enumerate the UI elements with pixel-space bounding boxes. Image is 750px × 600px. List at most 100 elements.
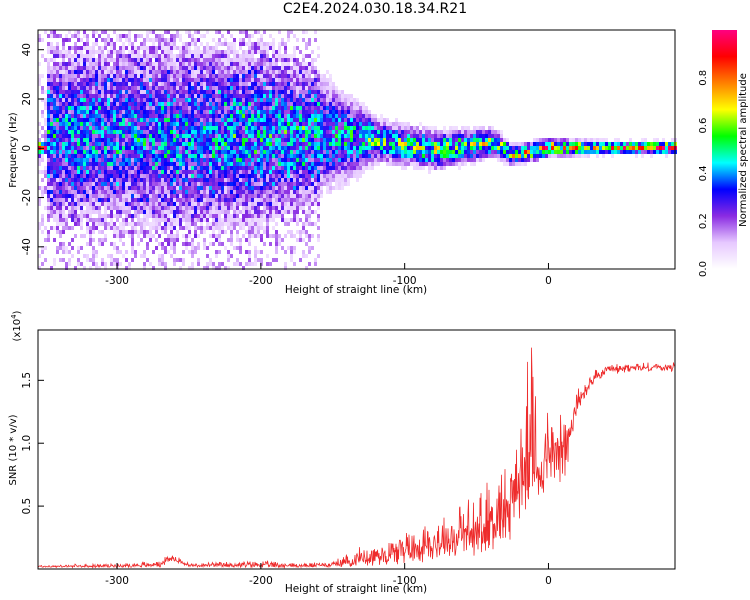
spectrogram-cell	[62, 206, 65, 210]
spectrogram-cell	[95, 94, 98, 98]
spectrogram-cell	[113, 130, 116, 134]
spectrogram-cell	[50, 134, 53, 138]
spectrogram-cell	[206, 110, 209, 114]
spectrogram-cell	[335, 130, 338, 134]
spectrogram-cell	[251, 54, 254, 58]
spectrogram-cell	[146, 34, 149, 38]
spectrogram-cell	[188, 106, 191, 110]
spectrogram-cell	[158, 102, 161, 106]
spectrogram-cell	[224, 198, 227, 202]
spectrogram-cell	[152, 150, 155, 154]
spectrogram-cell	[212, 130, 215, 134]
spectrogram-cell	[206, 210, 209, 214]
spectrogram-cell	[122, 254, 125, 258]
spectrogram-cell	[179, 162, 182, 166]
spectrogram-cell	[50, 66, 53, 70]
spectrogram-cell	[167, 106, 170, 110]
spectrogram-cell	[53, 158, 56, 162]
spectrogram-cell	[113, 146, 116, 150]
spectrogram-cell	[245, 42, 248, 46]
spectrogram-cell	[113, 82, 116, 86]
spectrogram-cell	[44, 166, 47, 170]
spectrogram-cell	[266, 130, 269, 134]
spectrogram-cell	[131, 158, 134, 162]
spectrogram-cell	[116, 230, 119, 234]
spectrogram-cell	[104, 262, 107, 266]
spectrogram-cell	[119, 262, 122, 266]
spectrogram-cell	[179, 54, 182, 58]
spectrogram-cell	[185, 174, 188, 178]
spectrogram-cell	[95, 178, 98, 182]
spectrogram-cell	[134, 106, 137, 110]
spectrogram-cell	[350, 130, 353, 134]
spectrogram-cell	[71, 130, 74, 134]
spectrogram-cell	[200, 138, 203, 142]
spectrogram-cell	[296, 174, 299, 178]
spectrogram-cell	[56, 122, 59, 126]
spectrogram-cell	[248, 158, 251, 162]
spectrogram-cell	[230, 42, 233, 46]
spectrogram-cell	[125, 134, 128, 138]
spectrogram-cell	[257, 166, 260, 170]
spectrogram-cell	[257, 142, 260, 146]
spectrogram-cell	[344, 174, 347, 178]
spectrogram-cell	[248, 198, 251, 202]
spectrogram-cell	[230, 46, 233, 50]
spectrogram-cell	[119, 178, 122, 182]
spectrogram-cell	[83, 174, 86, 178]
spectrogram-cell	[278, 150, 281, 154]
spectrogram-cell	[305, 90, 308, 94]
spectrogram-cell	[137, 90, 140, 94]
spectrogram-cell	[119, 86, 122, 90]
spectrogram-cell	[275, 210, 278, 214]
spectrogram-cell	[257, 222, 260, 226]
spectrogram-cell	[155, 178, 158, 182]
spectrogram-cell	[50, 78, 53, 82]
spectrogram-cell	[146, 174, 149, 178]
spectrogram-cell	[224, 150, 227, 154]
spectrogram-cell	[128, 90, 131, 94]
spectrogram-cell	[113, 70, 116, 74]
spectrogram-cell	[260, 202, 263, 206]
spectrogram-cell	[263, 62, 266, 66]
spectrogram-cell	[95, 186, 98, 190]
spectrogram-cell	[227, 82, 230, 86]
spectrogram-cell	[269, 178, 272, 182]
spectrogram-cell	[113, 62, 116, 66]
spectrogram-cell	[191, 238, 194, 242]
spectrogram-cell	[107, 86, 110, 90]
spectrogram-cell	[185, 114, 188, 118]
spectrogram-cell	[65, 178, 68, 182]
spectrogram-cell	[68, 146, 71, 150]
spectrogram-cell	[233, 214, 236, 218]
spectrogram-cell	[89, 86, 92, 90]
spectrogram-cell	[173, 110, 176, 114]
spectrogram-cell	[218, 146, 221, 150]
spectrogram-cell	[158, 258, 161, 262]
spectrogram-cell	[314, 166, 317, 170]
spectrogram-cell	[134, 102, 137, 106]
spectrogram-cell	[68, 30, 71, 34]
spectrogram-cell	[287, 202, 290, 206]
spectrogram-cell	[167, 214, 170, 218]
spectrogram-cell	[86, 46, 89, 50]
spectrogram-cell	[275, 78, 278, 82]
spectrogram-cell	[248, 154, 251, 158]
spectrogram-cell	[245, 54, 248, 58]
spectrogram-cell	[185, 210, 188, 214]
spectrogram-cell	[185, 146, 188, 150]
spectrogram-cell	[347, 158, 350, 162]
spectrogram-cell	[236, 90, 239, 94]
spectrogram-cell	[353, 114, 356, 118]
spectrogram-cell	[137, 242, 140, 246]
spectrogram-cell	[101, 218, 104, 222]
spectrogram-cell	[140, 110, 143, 114]
spectrogram-cell	[230, 194, 233, 198]
spectrogram-cell	[98, 54, 101, 58]
spectrogram-cell	[218, 54, 221, 58]
spectrogram-cell	[311, 58, 314, 62]
spectrogram-cell	[158, 178, 161, 182]
spectrogram-cell	[161, 90, 164, 94]
spectrogram-cell	[140, 238, 143, 242]
spectrogram-cell	[203, 142, 206, 146]
